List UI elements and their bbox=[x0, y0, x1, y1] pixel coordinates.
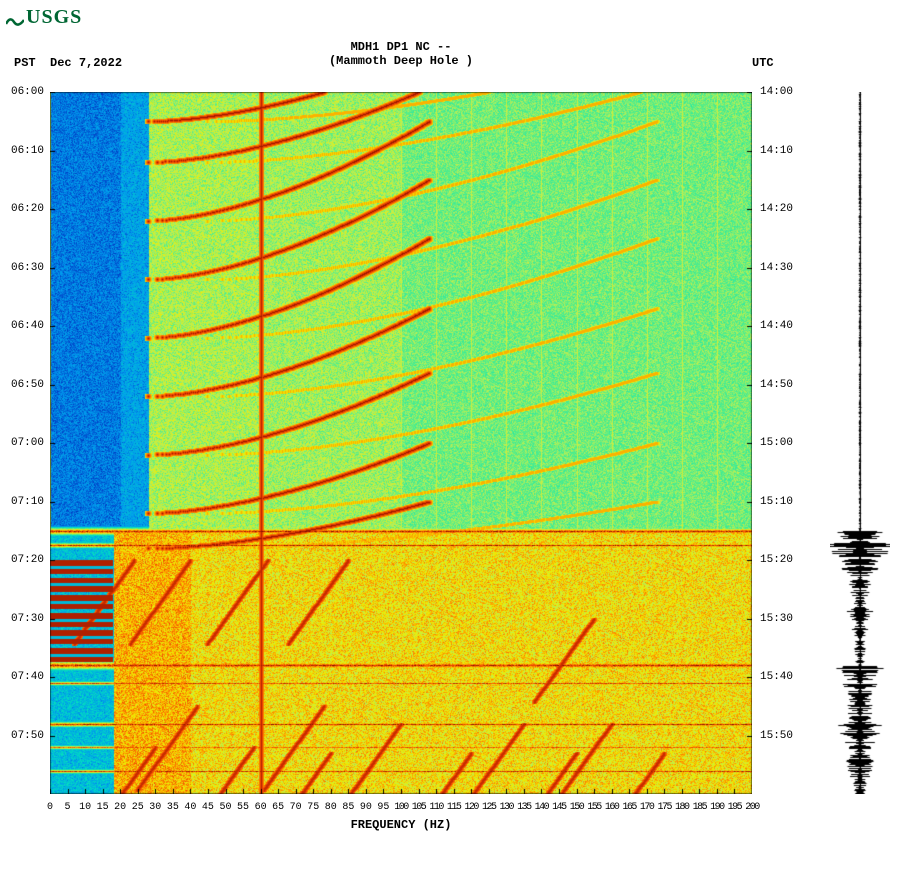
usgs-logo: USGS bbox=[6, 6, 82, 29]
x-tick: 90 bbox=[360, 802, 372, 813]
x-tick: 55 bbox=[237, 802, 249, 813]
usgs-wave-icon bbox=[6, 11, 24, 25]
x-tick: 30 bbox=[149, 802, 161, 813]
usgs-logo-text: USGS bbox=[26, 6, 82, 28]
y-left-tick: 07:00 bbox=[11, 437, 44, 449]
y-left-tick: 07:50 bbox=[11, 730, 44, 742]
y-right-tick: 14:20 bbox=[760, 203, 793, 215]
y-right-tick: 15:00 bbox=[760, 437, 793, 449]
y-axis-left: 06:0006:1006:2006:3006:4006:5007:0007:10… bbox=[2, 92, 48, 794]
x-tick: 150 bbox=[570, 802, 584, 813]
x-tick: 155 bbox=[587, 802, 601, 813]
x-tick: 145 bbox=[552, 802, 566, 813]
y-left-tick: 07:20 bbox=[11, 554, 44, 566]
x-tick: 200 bbox=[745, 802, 759, 813]
y-left-tick: 06:40 bbox=[11, 320, 44, 332]
x-tick: 160 bbox=[605, 802, 619, 813]
y-axis-right: 14:0014:1014:2014:3014:4014:5015:0015:10… bbox=[756, 92, 802, 794]
x-tick: 75 bbox=[307, 802, 319, 813]
x-tick: 185 bbox=[693, 802, 707, 813]
x-tick: 130 bbox=[500, 802, 514, 813]
x-tick: 85 bbox=[342, 802, 354, 813]
y-left-tick: 07:30 bbox=[11, 613, 44, 625]
x-tick: 80 bbox=[325, 802, 337, 813]
x-tick: 15 bbox=[97, 802, 109, 813]
y-right-tick: 15:50 bbox=[760, 730, 793, 742]
x-tick: 190 bbox=[710, 802, 724, 813]
y-left-tick: 06:00 bbox=[11, 86, 44, 98]
station-id: MDH1 DP1 NC -- bbox=[0, 40, 802, 54]
y-left-tick: 06:10 bbox=[11, 145, 44, 157]
x-tick: 45 bbox=[202, 802, 214, 813]
x-tick: 70 bbox=[290, 802, 302, 813]
y-left-tick: 07:10 bbox=[11, 496, 44, 508]
spectrogram-canvas bbox=[50, 92, 752, 794]
y-right-tick: 15:20 bbox=[760, 554, 793, 566]
x-tick: 140 bbox=[535, 802, 549, 813]
x-tick: 10 bbox=[79, 802, 91, 813]
y-right-tick: 14:10 bbox=[760, 145, 793, 157]
x-tick: 40 bbox=[184, 802, 196, 813]
x-axis: 0 5 10 15 20 25 30 35 40 45 50 55 60 65 70 75 80 85 90 95 10… bbox=[50, 800, 752, 830]
waveform-panel bbox=[830, 92, 890, 794]
timezone-right-label: UTC bbox=[752, 56, 774, 70]
x-tick: 65 bbox=[272, 802, 284, 813]
x-tick: 115 bbox=[447, 802, 461, 813]
x-tick: 60 bbox=[255, 802, 267, 813]
y-left-tick: 07:40 bbox=[11, 671, 44, 683]
spectrogram-plot bbox=[50, 92, 752, 794]
y-right-tick: 14:50 bbox=[760, 379, 793, 391]
x-tick: 170 bbox=[640, 802, 654, 813]
x-tick: 20 bbox=[114, 802, 126, 813]
x-tick: 175 bbox=[657, 802, 671, 813]
x-tick: 25 bbox=[132, 802, 144, 813]
x-tick: 5 bbox=[65, 802, 71, 813]
x-tick: 105 bbox=[412, 802, 426, 813]
x-tick: 135 bbox=[517, 802, 531, 813]
x-tick: 0 bbox=[47, 802, 53, 813]
x-tick: 165 bbox=[622, 802, 636, 813]
y-left-tick: 06:50 bbox=[11, 379, 44, 391]
waveform-canvas bbox=[830, 92, 890, 794]
y-right-tick: 15:30 bbox=[760, 613, 793, 625]
y-right-tick: 15:40 bbox=[760, 671, 793, 683]
timezone-left-label: PST Dec 7,2022 bbox=[14, 56, 122, 70]
x-tick: 125 bbox=[482, 802, 496, 813]
x-tick: 180 bbox=[675, 802, 689, 813]
x-tick: 50 bbox=[219, 802, 231, 813]
y-right-tick: 14:30 bbox=[760, 262, 793, 274]
y-right-tick: 14:00 bbox=[760, 86, 793, 98]
y-right-tick: 14:40 bbox=[760, 320, 793, 332]
x-tick: 95 bbox=[377, 802, 389, 813]
x-tick: 110 bbox=[429, 802, 443, 813]
y-right-tick: 15:10 bbox=[760, 496, 793, 508]
x-tick: 100 bbox=[394, 802, 408, 813]
y-left-tick: 06:20 bbox=[11, 203, 44, 215]
x-axis-title: FREQUENCY (HZ) bbox=[50, 818, 752, 832]
y-left-tick: 06:30 bbox=[11, 262, 44, 274]
x-tick: 195 bbox=[728, 802, 742, 813]
x-tick: 35 bbox=[167, 802, 179, 813]
x-tick: 120 bbox=[464, 802, 478, 813]
